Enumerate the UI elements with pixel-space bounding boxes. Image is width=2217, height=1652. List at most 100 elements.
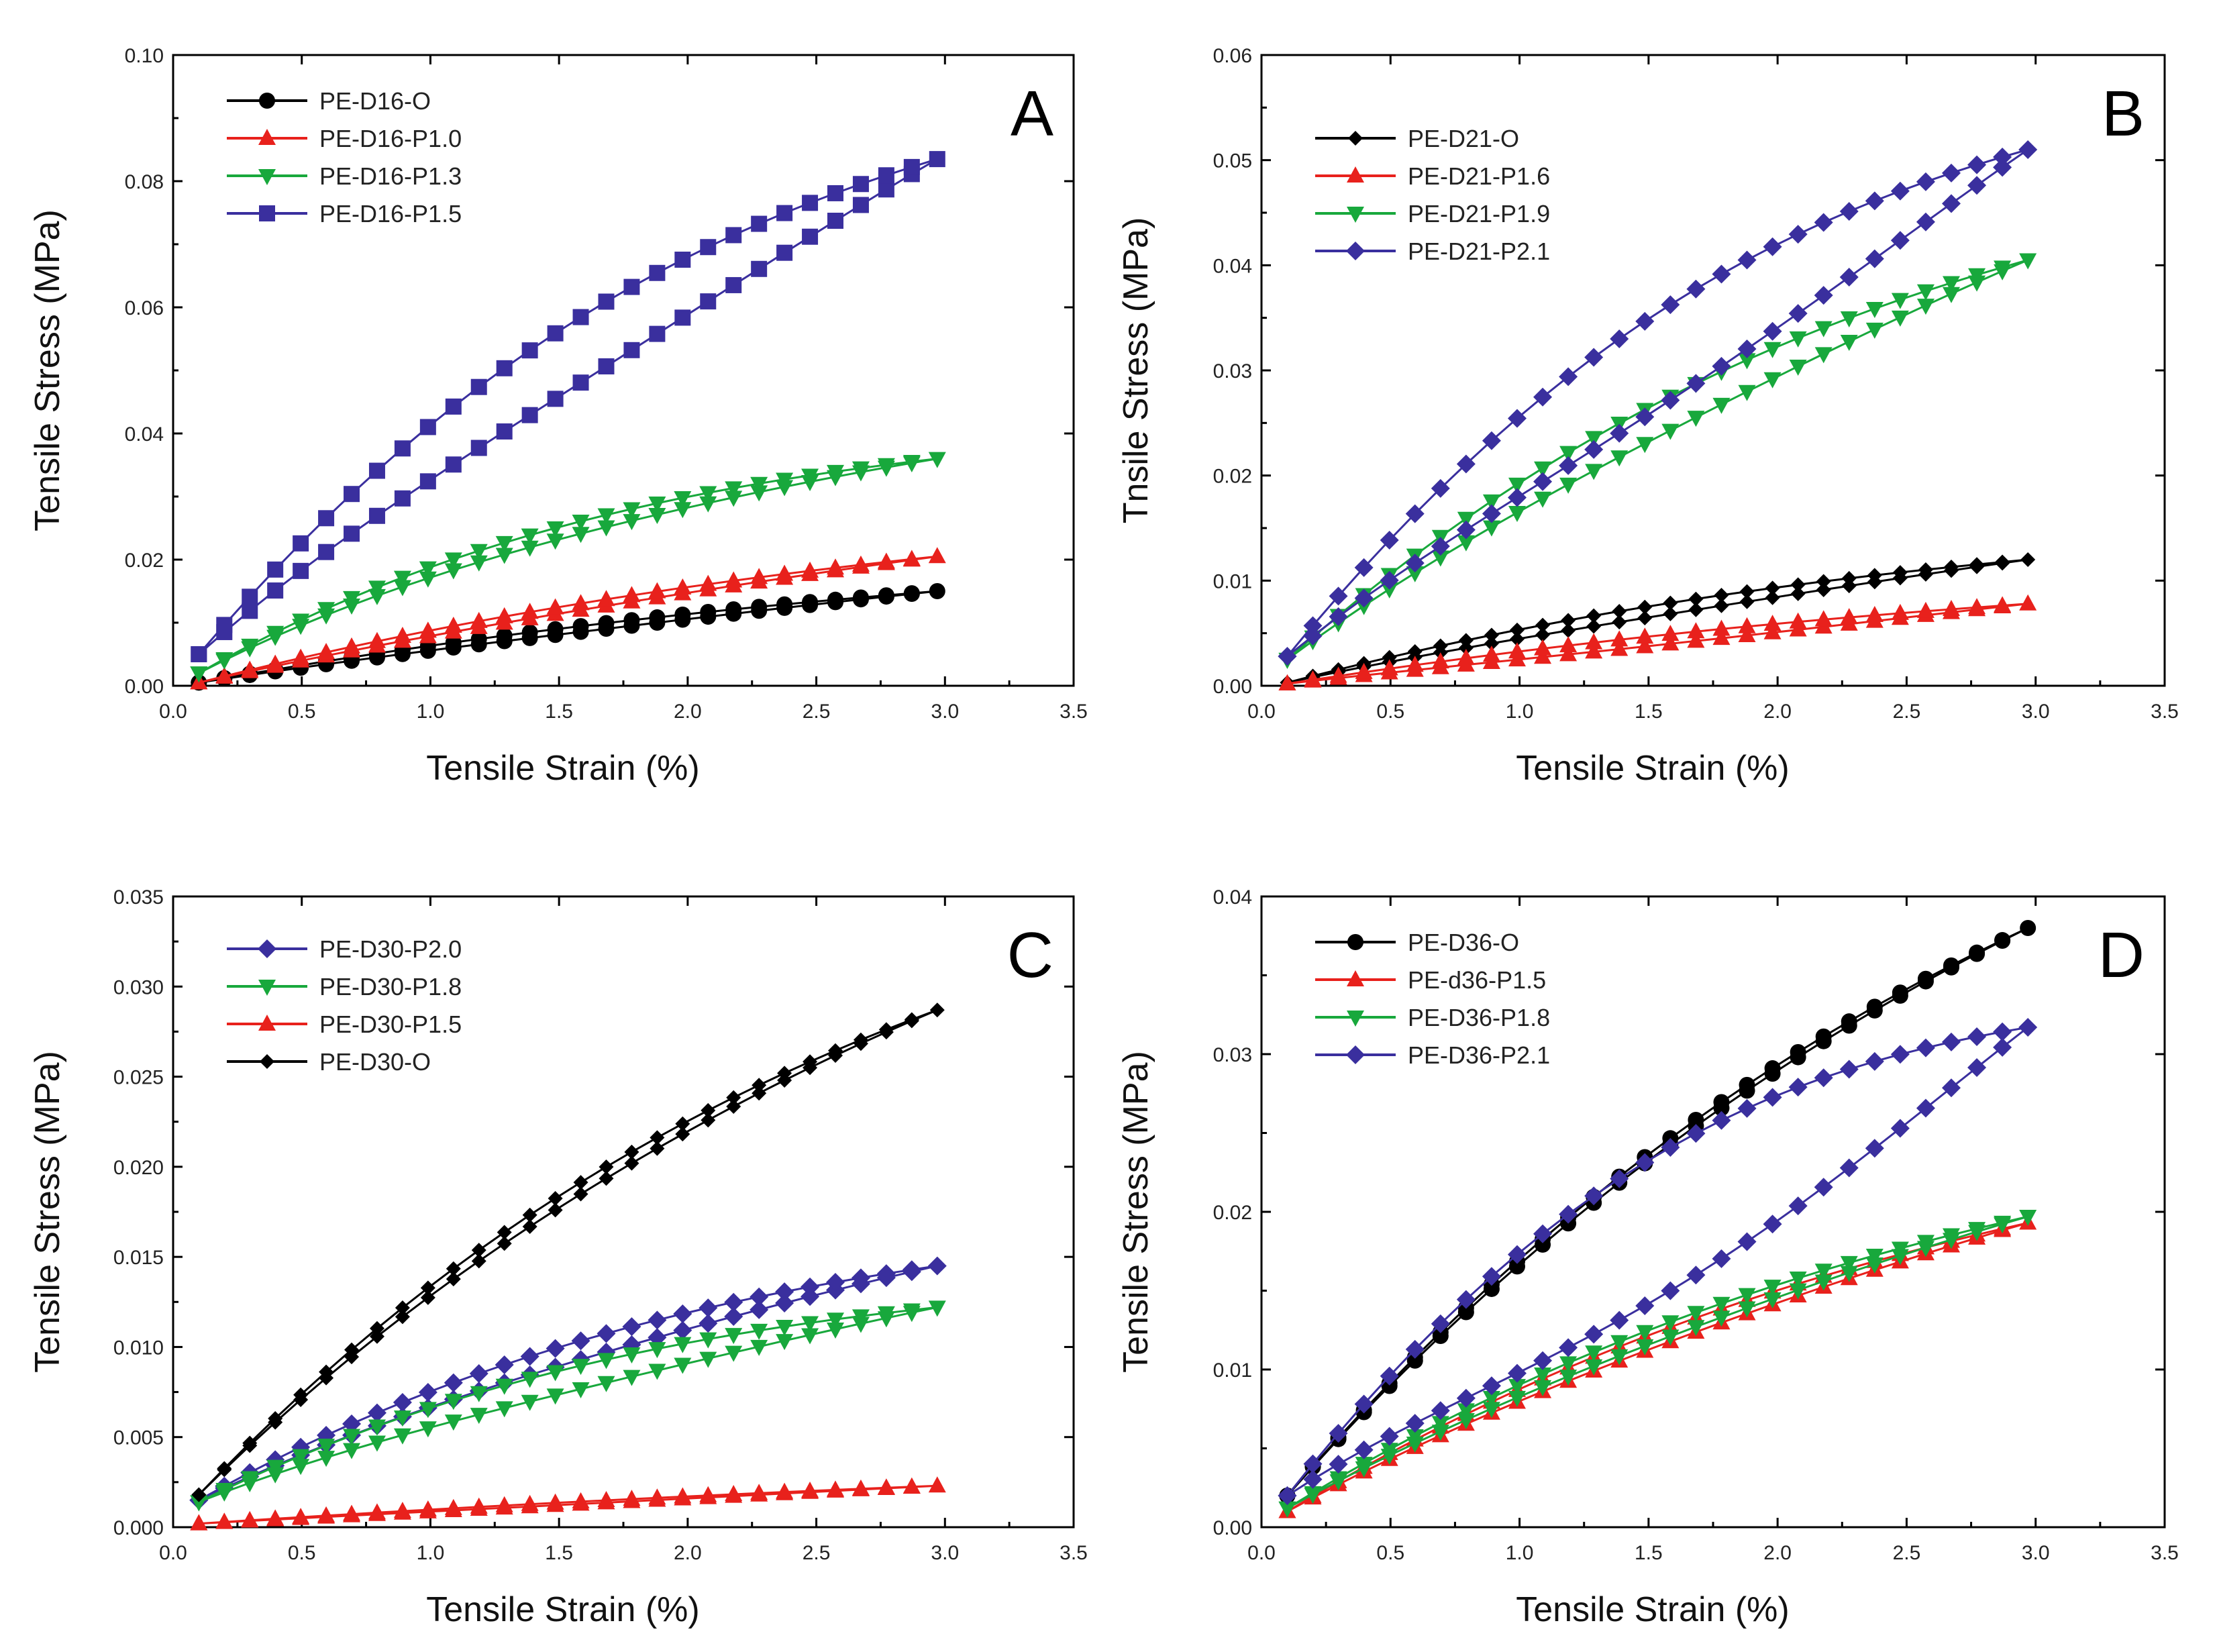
data-point [1380, 1427, 1399, 1446]
data-point [1508, 505, 1526, 522]
data-point [1559, 1204, 1578, 1224]
data-point [1789, 1271, 1807, 1288]
data-point [1482, 1402, 1500, 1418]
data-point [725, 1484, 743, 1501]
data-point [1790, 1044, 1806, 1061]
data-point [1635, 311, 1655, 331]
x-tick-label: 0.5 [1376, 701, 1404, 723]
data-point [1688, 591, 1704, 607]
data-point [876, 1264, 896, 1284]
panel-letter: D [2098, 919, 2145, 991]
data-point [1788, 1078, 1808, 1097]
data-point [419, 1500, 437, 1516]
y-tick-label: 0.00 [1213, 1517, 1252, 1539]
series-line [1287, 558, 2028, 684]
chart-panel-a: 0.0 0.5 1.0 1.5 2.0 2.5 3.0 3.5 0.00 0.02 0.04 0.06… [28, 45, 1088, 788]
data-point [1688, 602, 1704, 617]
data-point [420, 1290, 435, 1305]
data-point [1329, 607, 1348, 627]
x-axis-label: Tensile Strain (%) [426, 1590, 699, 1629]
data-point [802, 594, 819, 611]
data-point [1304, 670, 1322, 687]
data-point [674, 491, 692, 508]
series-PE-D30-P1.5 [190, 1476, 946, 1531]
y-tick-label: 0.04 [125, 423, 164, 446]
x-tick-label: 3.5 [2151, 701, 2179, 723]
data-point [1559, 1370, 1578, 1386]
data-point [1941, 1078, 1961, 1098]
data-point [1533, 472, 1553, 491]
data-point [801, 1316, 819, 1333]
legend-marker [258, 980, 276, 996]
data-point [1763, 342, 1782, 358]
data-point [571, 1331, 590, 1351]
panel-letter: B [2102, 78, 2145, 150]
x-tick-label: 3.0 [2022, 1542, 2050, 1564]
data-point [548, 1202, 563, 1218]
data-point [597, 590, 615, 607]
data-point [1586, 608, 1602, 623]
data-point [1714, 588, 1729, 603]
data-point [446, 1261, 461, 1276]
data-point [903, 158, 920, 175]
data-point [1329, 586, 1348, 606]
data-point [1482, 1390, 1500, 1407]
data-point [1431, 1425, 1449, 1441]
legend: PE-D21-O PE-D21-P1.6 PE-D21-P1.9 PE-D21-P2.… [1315, 125, 1550, 265]
data-point [1508, 477, 1526, 494]
series-PE-D21-P1.9 [1278, 253, 2037, 669]
data-point [775, 1282, 794, 1302]
series-PE-D36-P1.8 [1278, 1210, 2037, 1518]
data-point [267, 561, 284, 578]
data-point [725, 227, 742, 244]
data-point [1993, 1037, 2012, 1057]
data-point [497, 1225, 512, 1240]
data-point [1814, 610, 1833, 627]
data-point [1663, 606, 1678, 621]
data-point [2018, 1018, 2038, 1037]
data-point [1661, 1138, 1680, 1157]
x-tick-label: 2.0 [1763, 1542, 1792, 1564]
data-point [1738, 1301, 1756, 1318]
data-point [1661, 295, 1680, 315]
data-point [1942, 1228, 1960, 1245]
data-point [191, 646, 207, 662]
data-point [1867, 568, 1882, 583]
data-point [1329, 666, 1347, 683]
x-tick-label: 3.0 [2022, 701, 2050, 723]
data-point [1661, 634, 1680, 651]
data-point [1636, 437, 1654, 454]
series-PE-D30-P2.0 [189, 1256, 947, 1510]
data-point [750, 485, 768, 502]
legend-marker [259, 205, 275, 221]
y-tick-label: 0.02 [1213, 466, 1252, 488]
data-point [725, 601, 742, 618]
data-point [1354, 1394, 1374, 1414]
data-point [215, 1483, 234, 1500]
data-point [521, 1394, 539, 1411]
data-point [521, 528, 539, 545]
data-point [419, 473, 436, 490]
legend-label: PE-D16-P1.0 [319, 125, 462, 152]
data-point [292, 1459, 310, 1476]
series-PE-D16-P1.0 [190, 547, 946, 690]
data-point [1839, 267, 1859, 287]
panel-letter: A [1011, 78, 1053, 150]
data-point [268, 1411, 283, 1427]
data-point [878, 181, 894, 198]
data-point [1737, 250, 1757, 270]
x-axis-label: Tensile Strain (%) [1516, 749, 1789, 788]
data-point [1686, 279, 1706, 299]
data-point [2019, 253, 2037, 270]
data-point [191, 1487, 207, 1502]
x-tick-label: 1.0 [1506, 701, 1534, 723]
data-point [1739, 594, 1755, 609]
data-point [573, 1175, 588, 1190]
series-PE-D30-P1.8 [190, 1300, 946, 1512]
legend-label: PE-D21-P1.9 [1408, 200, 1550, 227]
data-point [292, 648, 310, 665]
data-point [699, 1351, 717, 1368]
data-point [343, 637, 361, 654]
y-tick-label: 0.000 [113, 1517, 164, 1539]
chart-panel-b: 0.0 0.5 1.0 1.5 2.0 2.5 3.0 3.5 0.00 0.01 0.02 0.03… [1117, 45, 2179, 788]
